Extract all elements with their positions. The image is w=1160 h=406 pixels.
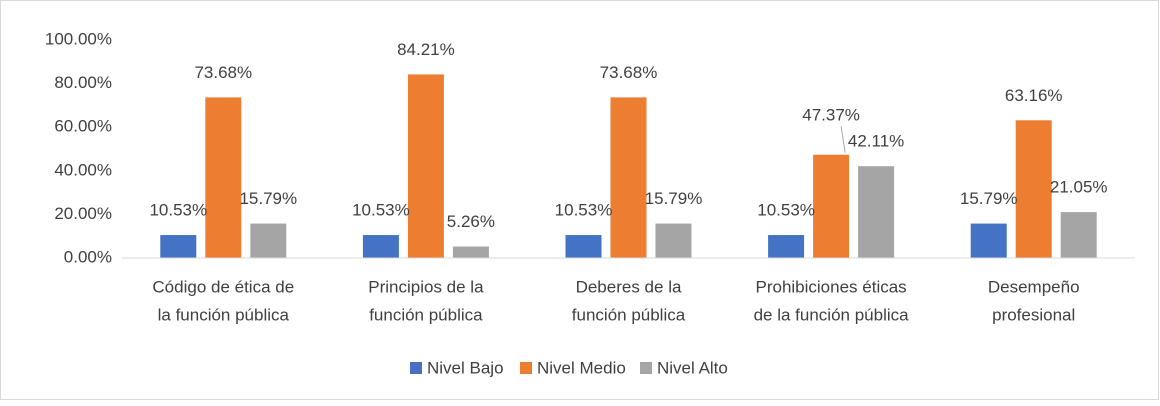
legend-label: Nivel Medio: [537, 358, 626, 377]
x-tick-label: Código de ética de: [152, 277, 294, 296]
bar: [858, 166, 895, 258]
x-tick-label: Deberes de la: [576, 277, 682, 296]
bar: [610, 97, 647, 259]
y-tick-label: 80.00%: [54, 73, 112, 92]
x-tick-label: Prohibiciones éticas: [755, 277, 906, 296]
bar: [1060, 212, 1097, 258]
y-tick-label: 60.00%: [54, 117, 112, 136]
legend-swatch: [640, 362, 652, 374]
bar: [362, 235, 399, 258]
bar: [565, 235, 602, 258]
x-tick-label: Desempeño: [988, 277, 1080, 296]
data-label: 73.68%: [600, 63, 658, 82]
data-label: 15.79%: [645, 189, 703, 208]
leader-line: [840, 126, 846, 153]
data-label: 15.79%: [960, 189, 1018, 208]
data-label: 63.16%: [1005, 86, 1063, 105]
bar: [407, 74, 444, 258]
bar: [813, 154, 850, 258]
x-tick-label: de la función pública: [754, 305, 910, 324]
x-tick-label: Principios de la: [368, 277, 484, 296]
data-label: 21.05%: [1050, 178, 1108, 197]
bar: [160, 235, 197, 258]
data-label: 10.53%: [757, 201, 815, 220]
x-tick-label: profesional: [992, 305, 1075, 324]
legend-swatch: [520, 362, 532, 374]
x-tick-label: la función pública: [158, 305, 290, 324]
data-label: 42.11%: [848, 132, 904, 151]
bar: [970, 223, 1007, 258]
y-tick-label: 20.00%: [54, 204, 112, 223]
y-tick-label: 0.00%: [64, 247, 112, 266]
data-label: 47.37%: [802, 106, 860, 125]
legend-swatch: [410, 362, 422, 374]
data-label: 73.68%: [194, 63, 252, 82]
x-tick-label: función pública: [369, 305, 483, 324]
data-label: 10.53%: [149, 201, 207, 220]
bar: [250, 223, 287, 258]
bar: [768, 235, 805, 258]
bar: [655, 223, 692, 258]
data-label: 10.53%: [555, 201, 613, 220]
bar: [205, 97, 242, 259]
data-label: 10.53%: [352, 201, 410, 220]
legend-label: Nivel Bajo: [427, 358, 504, 377]
bar: [452, 246, 489, 258]
bar: [1015, 120, 1052, 258]
data-label: 5.26%: [447, 212, 495, 231]
data-label: 84.21%: [397, 40, 455, 59]
x-tick-label: función pública: [572, 305, 686, 324]
y-tick-label: 100.00%: [45, 29, 112, 48]
legend-label: Nivel Alto: [657, 358, 728, 377]
data-label: 15.79%: [239, 189, 297, 208]
y-tick-label: 40.00%: [54, 160, 112, 179]
